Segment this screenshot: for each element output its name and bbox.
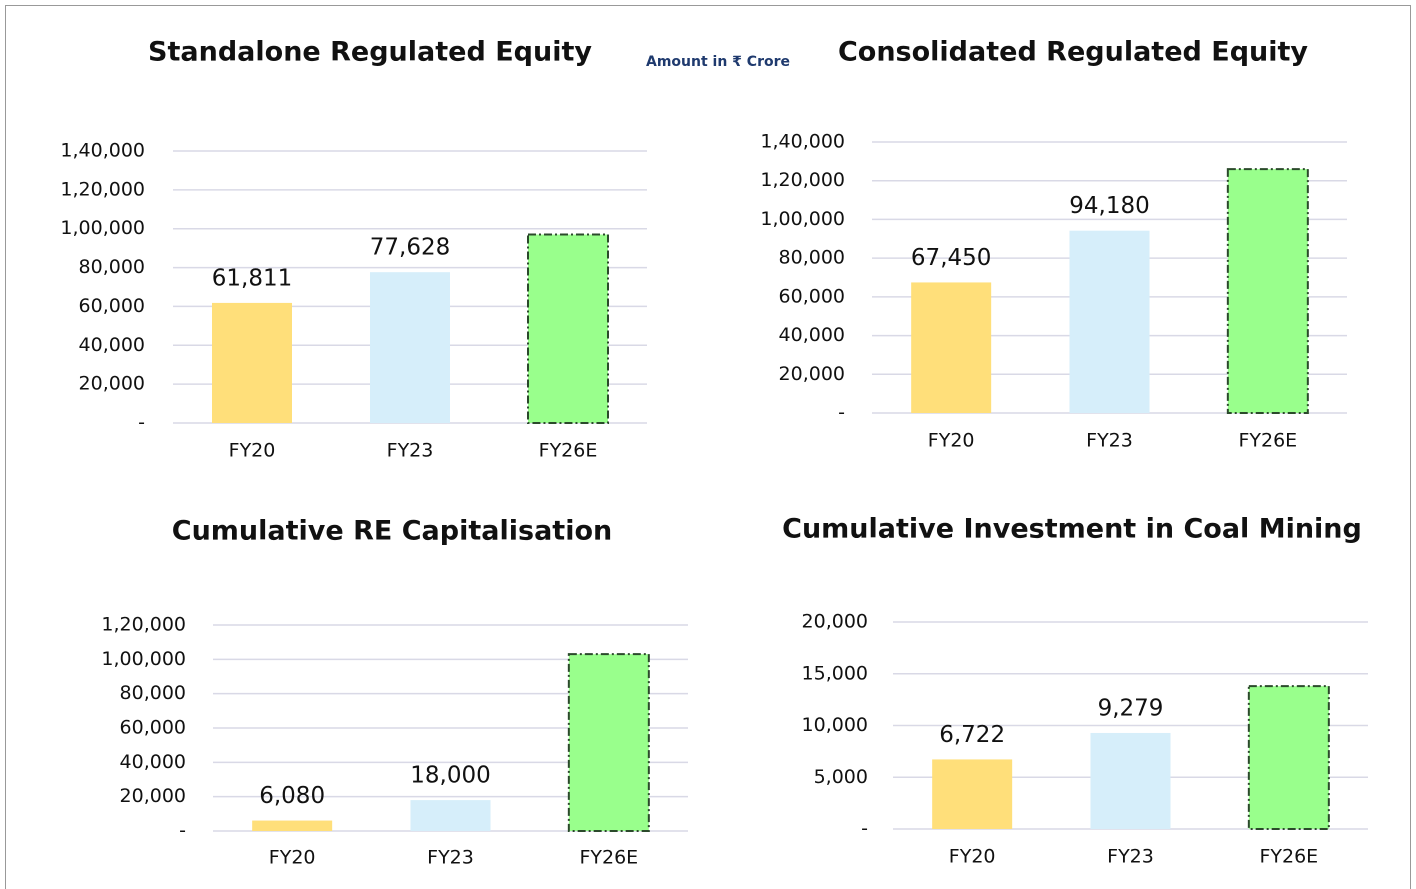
x-tick-label: FY26E <box>1238 430 1297 452</box>
y-tick-label: - <box>861 818 868 840</box>
y-tick-label: 60,000 <box>120 717 186 739</box>
bar <box>370 272 450 423</box>
y-tick-label: 1,20,000 <box>760 169 845 191</box>
y-tick-label: 20,000 <box>79 373 145 395</box>
data-label: 6,722 <box>939 722 1005 748</box>
bar <box>932 759 1013 829</box>
y-tick-label: 1,40,000 <box>760 131 845 153</box>
x-tick-label: FY20 <box>928 430 975 452</box>
y-tick-label: 60,000 <box>79 295 145 317</box>
x-tick-label: FY23 <box>1086 430 1133 452</box>
y-tick-label: 40,000 <box>120 751 186 773</box>
y-tick-label: 60,000 <box>779 285 845 307</box>
chart-title: Standalone Regulated Equity <box>148 37 592 68</box>
y-tick-label: 10,000 <box>802 714 868 736</box>
x-tick-label: FY26E <box>539 440 598 462</box>
bar <box>1090 732 1171 829</box>
x-tick-label: FY20 <box>229 440 276 462</box>
y-tick-label: 1,20,000 <box>101 614 186 636</box>
chart-title: Consolidated Regulated Equity <box>838 37 1308 68</box>
data-label: 18,000 <box>410 763 490 789</box>
bar <box>252 820 333 831</box>
bar <box>1069 230 1150 413</box>
bar <box>410 800 491 831</box>
data-label: 9,279 <box>1098 695 1164 721</box>
x-tick-label: FY26E <box>579 847 638 869</box>
data-label: 94,180 <box>1069 193 1149 219</box>
y-tick-label: - <box>179 820 186 842</box>
bar <box>567 653 650 833</box>
y-tick-label: 40,000 <box>79 334 145 356</box>
y-tick-label: 20,000 <box>120 785 186 807</box>
data-label: 77,628 <box>370 235 450 261</box>
chart-title: Cumulative RE Capitalisation <box>172 516 612 547</box>
y-tick-label: 40,000 <box>779 324 845 346</box>
bar <box>1226 168 1309 414</box>
x-tick-label: FY20 <box>949 846 996 868</box>
data-label: 61,811 <box>212 265 292 291</box>
y-tick-label: - <box>138 412 145 434</box>
bar <box>212 302 292 423</box>
y-tick-label: 1,00,000 <box>60 217 145 239</box>
frame <box>5 5 1411 889</box>
y-tick-label: 1,00,000 <box>101 648 186 670</box>
data-label: 67,450 <box>911 245 991 271</box>
y-tick-label: 15,000 <box>802 662 868 684</box>
x-tick-label: FY23 <box>427 847 474 869</box>
bar <box>1247 685 1330 830</box>
x-tick-label: FY23 <box>387 440 434 462</box>
x-tick-label: FY23 <box>1107 846 1154 868</box>
y-tick-label: 20,000 <box>779 363 845 385</box>
y-tick-label: 80,000 <box>79 256 145 278</box>
y-tick-label: - <box>838 402 845 424</box>
chart-title: Cumulative Investment in Coal Mining <box>782 514 1362 545</box>
y-tick-label: 5,000 <box>814 766 868 788</box>
y-tick-label: 1,00,000 <box>760 208 845 230</box>
y-tick-label: 80,000 <box>120 682 186 704</box>
y-tick-label: 20,000 <box>802 611 868 633</box>
y-tick-label: 80,000 <box>779 247 845 269</box>
bar <box>527 233 609 424</box>
chart-subtitle: Amount in ₹ Crore <box>646 54 790 70</box>
x-tick-label: FY26E <box>1259 846 1318 868</box>
x-tick-label: FY20 <box>269 847 316 869</box>
y-tick-label: 1,40,000 <box>60 140 145 162</box>
data-label: 6,080 <box>259 783 325 809</box>
y-tick-label: 1,20,000 <box>60 178 145 200</box>
bar <box>911 282 992 413</box>
